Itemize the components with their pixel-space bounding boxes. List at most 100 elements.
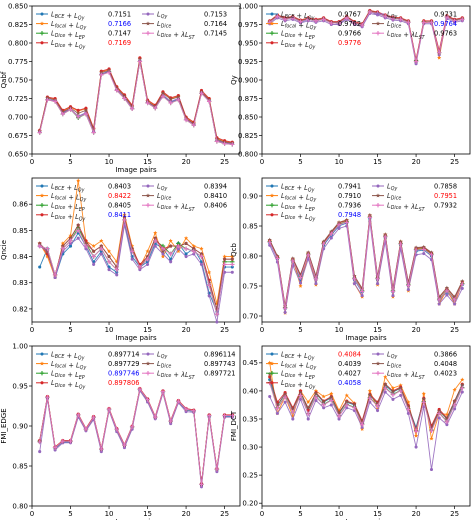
legend-value: 0.897721	[204, 370, 235, 378]
data-point	[137, 57, 142, 62]
x-tick-label: 15	[373, 158, 382, 166]
y-tick-label: 0.86	[12, 201, 28, 209]
data-point	[322, 406, 326, 410]
legend-value: 0.8403	[108, 182, 131, 190]
legend-value: 0.7147	[108, 30, 131, 38]
y-tick-label: 0.90	[12, 422, 28, 430]
data-point	[298, 397, 303, 401]
data-point	[199, 91, 204, 96]
data-point	[390, 385, 396, 390]
legend-entry: LDice + λLST 0.7145	[142, 30, 227, 41]
legend-value: 0.8394	[204, 182, 227, 190]
data-point	[115, 273, 119, 277]
data-point	[160, 94, 166, 99]
data-point	[191, 249, 196, 254]
x-tick-label: 15	[143, 510, 152, 518]
legend-swatch-marker	[39, 193, 45, 198]
data-point	[329, 391, 334, 396]
data-point	[291, 417, 295, 421]
x-tick-label: 20	[412, 326, 421, 334]
data-point	[153, 105, 158, 111]
legend-label: Lfocal + LQy	[281, 360, 316, 371]
data-point	[453, 302, 457, 306]
data-point	[306, 411, 311, 417]
data-point	[160, 249, 166, 254]
data-point	[367, 215, 373, 220]
legend-entry: Lfocal + LQy 0.897729	[36, 360, 139, 371]
legend-swatch-marker	[39, 361, 45, 366]
y-tick-label: 0.725	[8, 95, 28, 103]
data-point	[122, 443, 127, 448]
data-point	[145, 100, 150, 106]
y-tick-label: 0.85	[12, 462, 28, 470]
data-point	[321, 399, 326, 404]
data-point	[230, 413, 235, 418]
legend-value: 0.7932	[434, 202, 457, 210]
series-7	[37, 59, 235, 147]
y-axis-label: FMI_DCT	[230, 410, 238, 441]
data-point	[76, 108, 80, 112]
data-point	[68, 241, 73, 245]
data-point	[460, 390, 464, 394]
x-tick-label: 25	[220, 510, 229, 518]
data-point	[329, 231, 334, 236]
data-point	[107, 268, 111, 272]
data-point	[38, 265, 42, 269]
legend-label: LDice + LQy	[281, 39, 316, 50]
series-6	[37, 215, 235, 311]
data-point	[444, 419, 450, 424]
legend-swatch-marker	[269, 371, 275, 376]
data-point	[413, 429, 419, 434]
data-point	[37, 439, 42, 445]
data-point	[153, 415, 158, 420]
data-point	[298, 283, 303, 288]
legend-swatch-marker	[145, 31, 151, 36]
x-axis-label: Image pairs	[345, 334, 387, 342]
data-point	[52, 99, 58, 104]
data-point	[106, 249, 112, 254]
data-point	[206, 283, 212, 288]
data-point	[283, 310, 287, 314]
data-point	[399, 393, 403, 397]
legend-entry: LBCE + LQy 0.7941	[266, 182, 361, 194]
legend-swatch-marker	[40, 41, 44, 45]
data-point	[230, 256, 235, 261]
data-point	[191, 246, 196, 251]
data-point	[344, 402, 349, 408]
y-tick-label: 0.800	[238, 150, 258, 158]
data-point	[445, 293, 449, 297]
data-point	[460, 279, 465, 283]
legend-entry: LBCE + LQy 0.8403	[36, 182, 131, 194]
legend-value: 0.8405	[108, 202, 131, 210]
data-point	[60, 439, 66, 444]
legend: LBCE + LQy 0.9767 Lfocal + LQy 0.9762 LDice …	[266, 10, 457, 50]
legend-entry: LDice 0.7164	[142, 20, 227, 30]
x-tick-label: 15	[143, 158, 152, 166]
data-point	[352, 402, 357, 407]
x-tick-label: 15	[373, 326, 382, 334]
data-point	[282, 394, 288, 400]
legend-entry: LDice + LEP 0.897746	[36, 370, 139, 381]
data-point	[398, 241, 403, 247]
data-point	[329, 394, 334, 399]
y-tick-label: 0.650	[8, 150, 28, 158]
data-point	[199, 246, 204, 251]
data-point	[169, 260, 173, 264]
data-point	[122, 215, 127, 220]
data-point	[444, 285, 449, 290]
data-point	[106, 259, 112, 264]
data-point	[68, 107, 73, 112]
legend-value: 0.7145	[204, 30, 227, 38]
data-point	[436, 411, 442, 416]
legend-entry: LDice 0.7951	[372, 192, 457, 202]
data-point	[83, 111, 89, 117]
legend-swatch-marker	[375, 371, 381, 376]
data-point	[129, 424, 135, 429]
data-point	[352, 282, 356, 286]
data-point	[215, 470, 219, 474]
data-point	[460, 17, 465, 22]
data-point	[214, 137, 219, 141]
legend-value: 0.7951	[434, 192, 457, 200]
legend-label: LDice + λLST	[157, 30, 196, 41]
x-tick-label: 25	[450, 158, 459, 166]
